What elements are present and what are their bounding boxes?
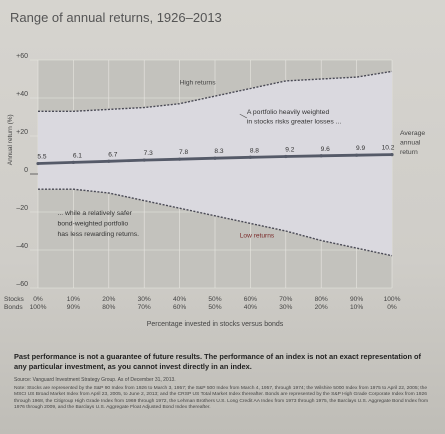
average-point [107, 159, 111, 163]
average-point [71, 160, 75, 165]
average-point [178, 157, 182, 161]
bonds-tick-label: 30% [279, 304, 292, 311]
low-returns-line [38, 188, 393, 257]
stocks-tick-label: 60% [244, 296, 257, 303]
average-point [390, 153, 394, 157]
bonds-tick-label: 100% [30, 304, 47, 311]
average-data-label: 7.3 [144, 150, 153, 157]
y-tick-label: 0 [24, 167, 28, 174]
average-label-line2: annual [400, 140, 421, 147]
average-point [248, 155, 252, 159]
stocks-tick-label: 50% [208, 296, 221, 303]
bonds-annotation-line2: bond-weighted portfolio [57, 220, 128, 227]
page-title: Range of annual returns, 1926–2013 [10, 10, 222, 25]
bonds-tick-label: 50% [208, 304, 221, 311]
y-tick-label: +40 [16, 91, 28, 98]
y-axis-label: Annual return (%) [7, 114, 14, 165]
returns-chart: +60 +40 +20 0 –20 –40 –60 Annual return (%) 5.5 6… [4, 53, 425, 328]
average-point [142, 158, 146, 162]
stocks-tick-label: 40% [173, 296, 186, 303]
y-tick-label: –40 [16, 243, 28, 250]
average-data-label: 6.1 [73, 152, 82, 159]
stocks-tick-label: 20% [102, 296, 115, 303]
average-point [355, 153, 359, 157]
stocks-risk-annotation-line1: A portfolio heavily weighted [247, 109, 330, 116]
average-data-label: 8.3 [214, 148, 223, 155]
average-point [36, 161, 40, 166]
stocks-row-label: Stocks [4, 296, 24, 303]
average-label-line1: Average [400, 130, 425, 137]
bonds-tick-label: 20% [315, 304, 328, 311]
bonds-tick-label: 40% [244, 304, 257, 311]
returns-range-band [38, 71, 392, 256]
average-data-label: 8.8 [250, 147, 259, 154]
bonds-row-label: Bonds [4, 304, 23, 311]
average-data-label: 9.6 [321, 146, 330, 153]
average-point [319, 154, 323, 158]
annotation-leader [239, 113, 248, 119]
average-label-line3: return [400, 149, 418, 156]
y-tick-label: –60 [16, 281, 28, 288]
low-returns-label: Low returns [240, 233, 275, 240]
stocks-tick-label: 90% [350, 296, 363, 303]
x-axis-label: Percentage invested in stocks versus bon… [147, 321, 284, 328]
average-data-label: 9.9 [356, 145, 365, 152]
high-returns-label: High returns [180, 80, 217, 87]
bonds-annotation-line3: has less rewarding returns. [57, 231, 139, 238]
bonds-tick-label: 80% [102, 304, 115, 311]
average-data-label: 6.7 [108, 151, 117, 158]
bonds-tick-label: 90% [67, 304, 80, 311]
stocks-tick-label: 30% [138, 296, 151, 303]
average-data-label: 10.2 [382, 145, 395, 152]
stocks-tick-label: 0% [33, 296, 43, 303]
bonds-tick-label: 70% [138, 304, 151, 311]
average-data-label: 5.5 [37, 154, 46, 161]
bonds-tick-label: 60% [173, 304, 186, 311]
bonds-tick-label: 0% [387, 304, 397, 311]
average-data-label: 9.2 [285, 147, 294, 154]
y-tick-label: +20 [16, 129, 28, 136]
bonds-annotation-line1: ... while a relatively safer [57, 210, 132, 217]
y-tick-label: +60 [16, 53, 28, 60]
average-point [213, 156, 217, 160]
stocks-tick-label: 80% [315, 296, 328, 303]
index-note: Note: Stocks are represented by the S&P … [14, 386, 429, 411]
stocks-risk-annotation-line2: in stocks risks greater losses ... [247, 119, 342, 126]
average-data-label: 7.8 [179, 149, 188, 156]
performance-disclaimer: Past performance is not a guarantee of f… [14, 352, 421, 371]
bonds-tick-label: 10% [350, 304, 363, 311]
stocks-tick-label: 100% [384, 296, 401, 303]
stocks-tick-label: 70% [279, 296, 292, 303]
high-returns-line [38, 70, 393, 112]
source-note: Source: Vanguard Investment Strategy Gro… [14, 377, 176, 383]
y-tick-label: –20 [16, 205, 28, 212]
stocks-tick-label: 10% [67, 296, 80, 303]
average-point [284, 154, 288, 159]
